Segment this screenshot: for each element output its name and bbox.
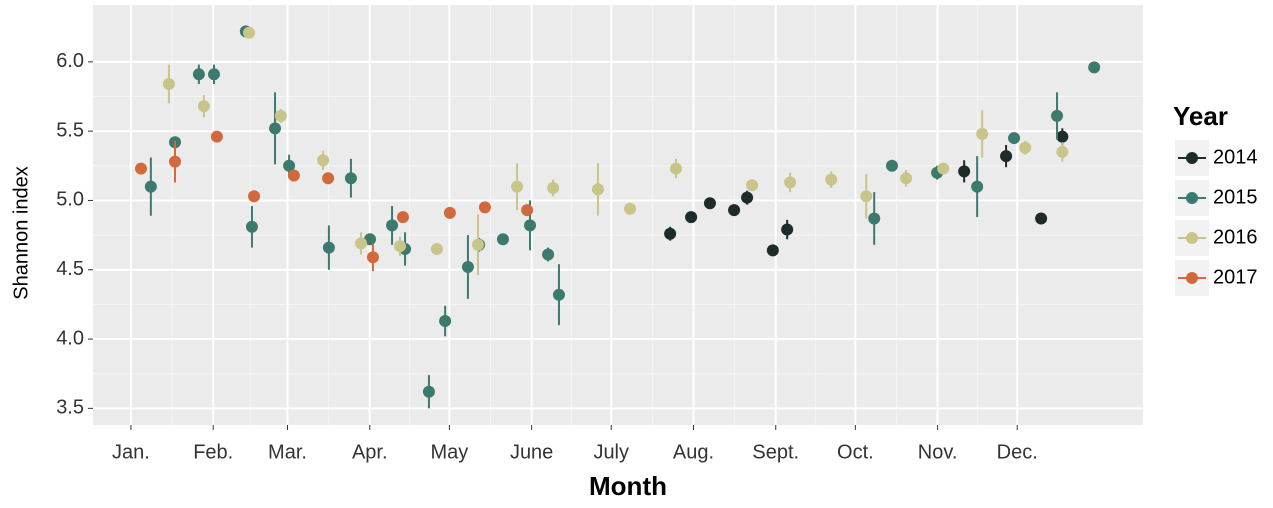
point (542, 248, 555, 261)
point (664, 227, 677, 240)
point (1056, 145, 1069, 158)
point (766, 244, 779, 257)
x-tick-label: Nov. (918, 441, 958, 463)
x-tick-label: Aug. (673, 441, 714, 463)
point (784, 176, 797, 189)
point (461, 260, 474, 273)
point (825, 173, 838, 186)
point (1008, 132, 1021, 145)
point (197, 100, 210, 113)
point (703, 197, 716, 210)
point (746, 179, 759, 192)
legend-dot (1186, 152, 1198, 164)
point (472, 238, 485, 251)
point (364, 233, 377, 246)
point (322, 172, 335, 185)
point (245, 220, 258, 233)
point (422, 385, 435, 398)
legend-label: 2015 (1213, 186, 1258, 208)
x-axis-title: Month (589, 471, 667, 501)
point (386, 219, 399, 232)
point (591, 183, 604, 196)
point (1000, 150, 1013, 163)
point (439, 315, 452, 328)
point (1019, 141, 1032, 154)
point (728, 204, 741, 217)
point (192, 68, 205, 81)
point (524, 219, 537, 232)
point (547, 181, 560, 194)
point (243, 26, 256, 39)
y-tick-label: 4.5 (56, 258, 84, 280)
point (162, 78, 175, 91)
point (208, 68, 221, 81)
x-tick-label: Jan. (112, 441, 150, 463)
point (144, 180, 157, 193)
point (394, 240, 407, 253)
legend-title: Year (1173, 101, 1228, 131)
point (478, 201, 491, 214)
point (521, 204, 534, 217)
y-tick-label: 3.5 (56, 397, 84, 419)
legend-label: 2016 (1213, 226, 1258, 248)
point (624, 202, 637, 215)
point (685, 211, 698, 224)
point (958, 165, 971, 178)
legend-dot (1186, 232, 1198, 244)
point (781, 223, 794, 236)
y-tick-label: 4.0 (56, 327, 84, 349)
point (741, 191, 754, 204)
x-tick-label: Feb. (193, 441, 233, 463)
point (355, 237, 368, 250)
point (1056, 130, 1069, 143)
point (443, 206, 456, 219)
point (860, 190, 873, 203)
legend-label: 2017 (1213, 266, 1258, 288)
point (971, 180, 984, 193)
point (274, 109, 287, 122)
point (135, 162, 148, 175)
point (885, 159, 898, 172)
point (366, 251, 379, 264)
legend-label: 2014 (1213, 146, 1258, 168)
x-tick-label: June (510, 441, 553, 463)
point (430, 242, 443, 255)
point (868, 212, 881, 225)
point (976, 127, 989, 140)
point (248, 190, 261, 203)
x-tick-label: Sept. (752, 441, 799, 463)
point (317, 154, 330, 167)
point (287, 169, 300, 182)
y-tick-label: 5.5 (56, 119, 84, 141)
x-tick-label: Mar. (268, 441, 307, 463)
point (1088, 61, 1101, 74)
point (1051, 109, 1064, 122)
x-tick-label: Apr. (352, 441, 388, 463)
point (552, 288, 565, 301)
x-tick-label: Dec. (997, 441, 1038, 463)
point (669, 162, 682, 175)
point (210, 130, 223, 143)
point (168, 155, 181, 168)
point (322, 241, 335, 254)
point (1035, 212, 1048, 225)
point (900, 172, 913, 185)
legend-dot (1186, 192, 1198, 204)
legend-dot (1186, 272, 1198, 284)
point (283, 159, 296, 172)
x-tick-label: May (430, 441, 468, 463)
point (496, 233, 509, 246)
point (937, 162, 950, 175)
point (344, 172, 357, 185)
x-tick-label: July (593, 441, 629, 463)
plot-background (93, 5, 1143, 425)
y-tick-label: 5.0 (56, 189, 84, 211)
point (269, 122, 282, 135)
x-tick-label: Oct. (837, 441, 874, 463)
y-axis-title: Shannon index (10, 166, 32, 299)
point (511, 180, 524, 193)
point (396, 211, 409, 224)
y-tick-label: 6.0 (56, 50, 84, 72)
